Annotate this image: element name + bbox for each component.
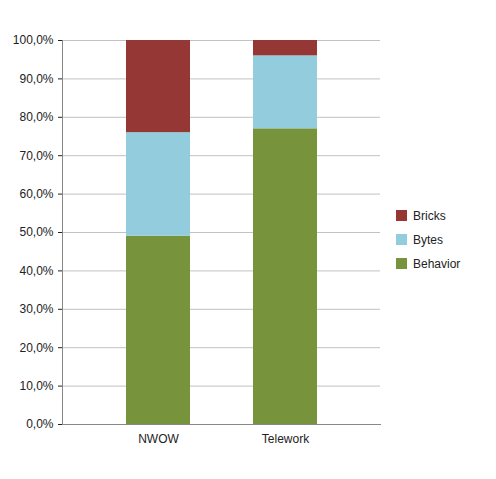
svg-text:10,0%: 10,0% (19, 378, 53, 392)
svg-text:40,0%: 40,0% (19, 263, 53, 277)
svg-text:NWOW: NWOW (138, 432, 179, 446)
html-text:Behavior: Behavior (413, 256, 461, 271)
html-text:Bricks: Bricks (413, 208, 446, 223)
svg-text:Telework: Telework (262, 432, 310, 446)
svg-text:20,0%: 20,0% (19, 340, 53, 354)
svg-text:90,0%: 90,0% (19, 71, 53, 85)
svg-text:50,0%: 50,0% (19, 225, 53, 239)
svg-text:60,0%: 60,0% (19, 186, 53, 200)
svg-text:0,0%: 0,0% (26, 417, 54, 431)
svg-text:30,0%: 30,0% (19, 302, 53, 316)
svg-text:70,0%: 70,0% (19, 148, 53, 162)
html-text:Bytes: Bytes (413, 232, 443, 247)
svg-text:80,0%: 80,0% (19, 110, 53, 124)
svg-text:100,0%: 100,0% (13, 33, 54, 47)
